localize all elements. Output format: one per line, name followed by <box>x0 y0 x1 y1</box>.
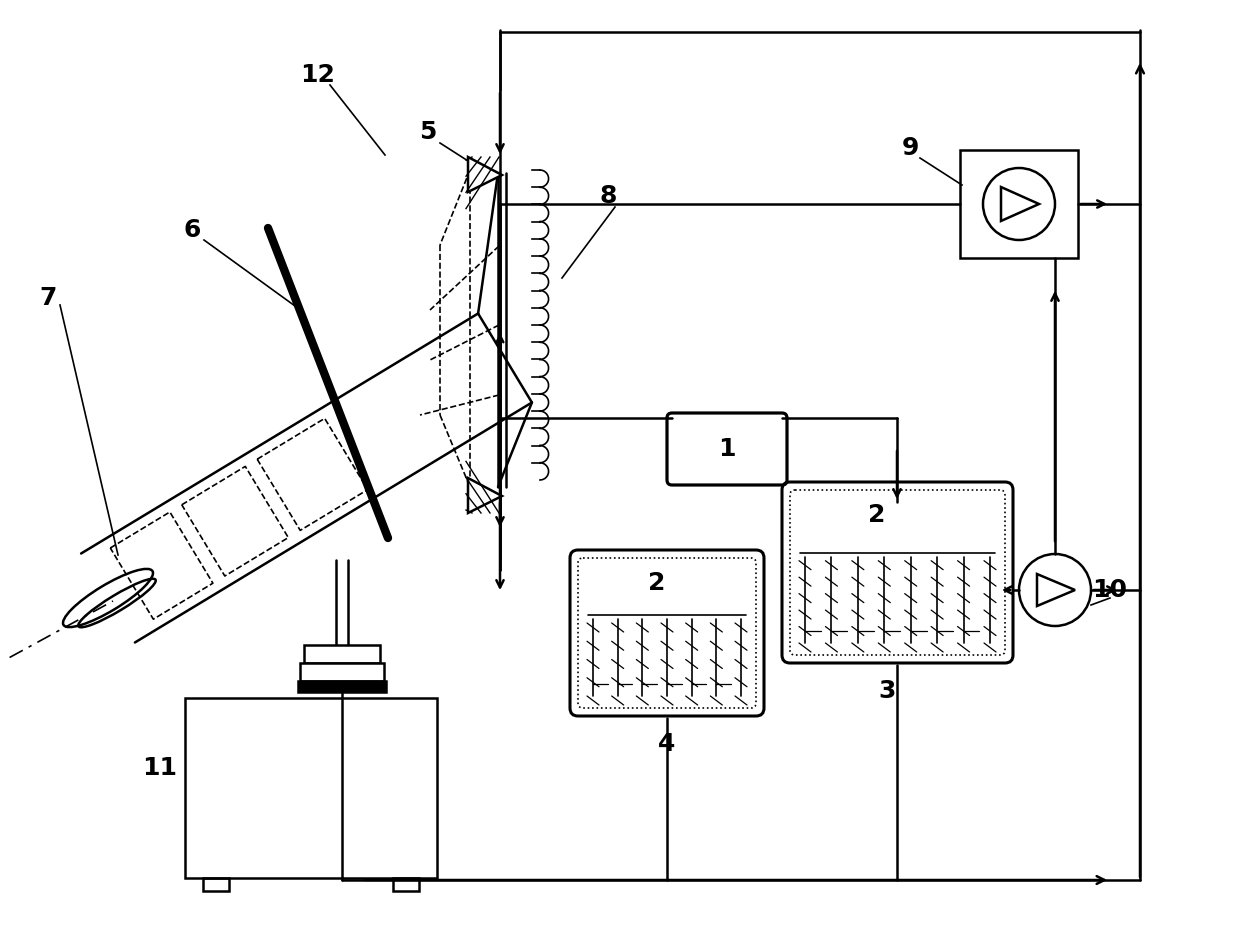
Text: 2: 2 <box>868 503 885 527</box>
Text: 1: 1 <box>718 437 735 461</box>
Bar <box>393 878 419 891</box>
Text: 8: 8 <box>599 184 616 208</box>
Text: 12: 12 <box>300 63 336 87</box>
Text: 10: 10 <box>1092 578 1127 602</box>
Text: 9: 9 <box>901 136 919 160</box>
Bar <box>960 150 1078 258</box>
Text: 7: 7 <box>40 286 57 310</box>
Text: 2: 2 <box>649 571 666 595</box>
Bar <box>298 681 386 692</box>
Bar <box>185 698 436 878</box>
Bar <box>300 663 384 681</box>
Polygon shape <box>467 157 502 192</box>
Polygon shape <box>467 478 502 513</box>
Text: 6: 6 <box>184 218 201 242</box>
Text: 11: 11 <box>143 756 177 780</box>
Text: 3: 3 <box>878 679 895 703</box>
Bar <box>203 878 229 891</box>
Text: 4: 4 <box>658 732 676 756</box>
Bar <box>304 645 379 663</box>
Text: 5: 5 <box>419 120 436 144</box>
